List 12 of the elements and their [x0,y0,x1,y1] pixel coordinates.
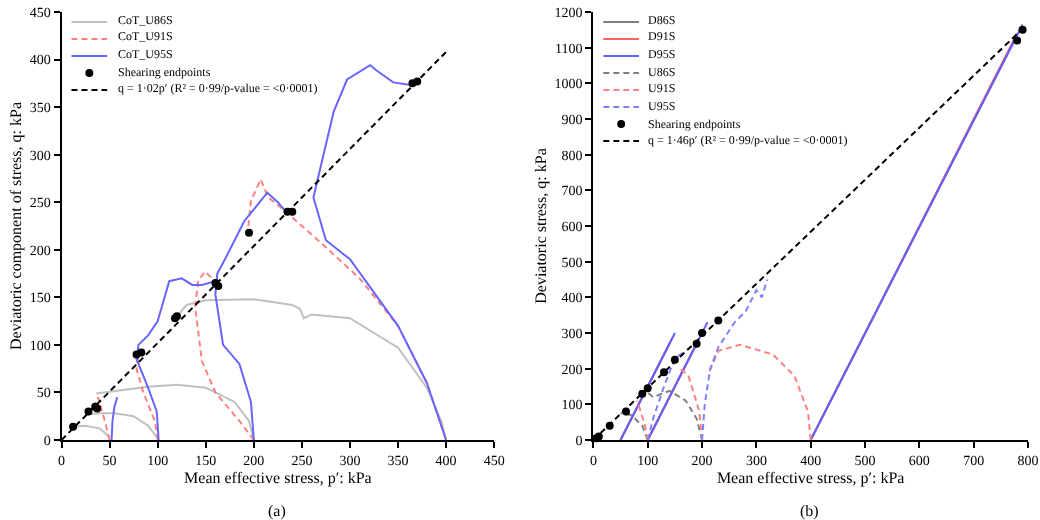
text: (b) [800,502,820,520]
point [69,422,78,431]
text: (a) [268,502,287,520]
point [288,207,297,216]
y-axis-title: Deviatoric stress, q: kPa [532,147,550,304]
point [1013,36,1022,45]
x-axis-title: Mean effective stress, p′: kPa [184,469,373,487]
y-axis-title: Deviatoric component of stress, q: kPa [7,101,26,350]
point [137,348,146,357]
point [245,228,254,237]
x-axis-title: Mean effective stress, p′: kPa [716,469,906,487]
point [660,368,669,377]
